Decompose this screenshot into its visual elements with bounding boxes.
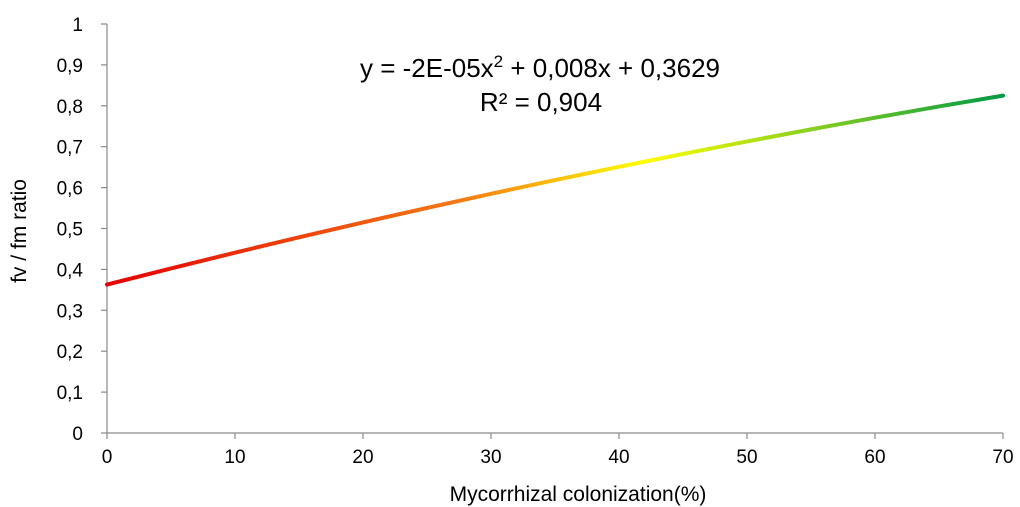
y-tick-label: 0,4 [57, 260, 84, 281]
trendline-equation: y = -2E-05x2 + 0,008x + 0,3629 [360, 52, 720, 83]
y-axis-title: fv / fm ratio [8, 179, 31, 283]
equation-superscript: 2 [494, 52, 503, 71]
y-tick-label: 0,7 [57, 138, 83, 159]
y-tick-label: 0,1 [57, 383, 83, 404]
x-tick-label: 50 [736, 447, 757, 468]
y-tick-label: 0,2 [57, 342, 83, 363]
x-tick-label: 60 [864, 447, 885, 468]
x-axis-ticks: 0 10 20 30 40 50 60 70 [102, 433, 1014, 468]
x-axis-title: Mycorrhizal colonization(%) [450, 483, 707, 506]
trendline-curve [105, 93, 1005, 287]
x-tick-label: 70 [992, 447, 1013, 468]
x-tick-label: 40 [608, 447, 629, 468]
equation-prefix: y = -2E-05x [360, 53, 494, 83]
y-tick-label: 0,8 [57, 97, 83, 118]
x-tick-label: 30 [480, 447, 501, 468]
y-tick-label: 0,5 [57, 220, 83, 241]
x-tick-label: 10 [224, 447, 245, 468]
y-tick-label: 1 [72, 15, 83, 36]
r-squared-label: R² = 0,904 [480, 87, 602, 117]
y-tick-label: 0 [72, 424, 83, 445]
y-axis-ticks: 0 0,1 0,2 0,3 0,4 0,5 0,6 0,7 0,8 0,9 1 [57, 15, 107, 445]
y-tick-label: 0,3 [57, 301, 83, 322]
x-tick-label: 0 [102, 447, 113, 468]
x-tick-label: 20 [352, 447, 373, 468]
y-tick-label: 0,6 [57, 179, 83, 200]
equation-suffix: + 0,008x + 0,3629 [503, 53, 720, 83]
y-tick-label: 0,9 [57, 56, 83, 77]
